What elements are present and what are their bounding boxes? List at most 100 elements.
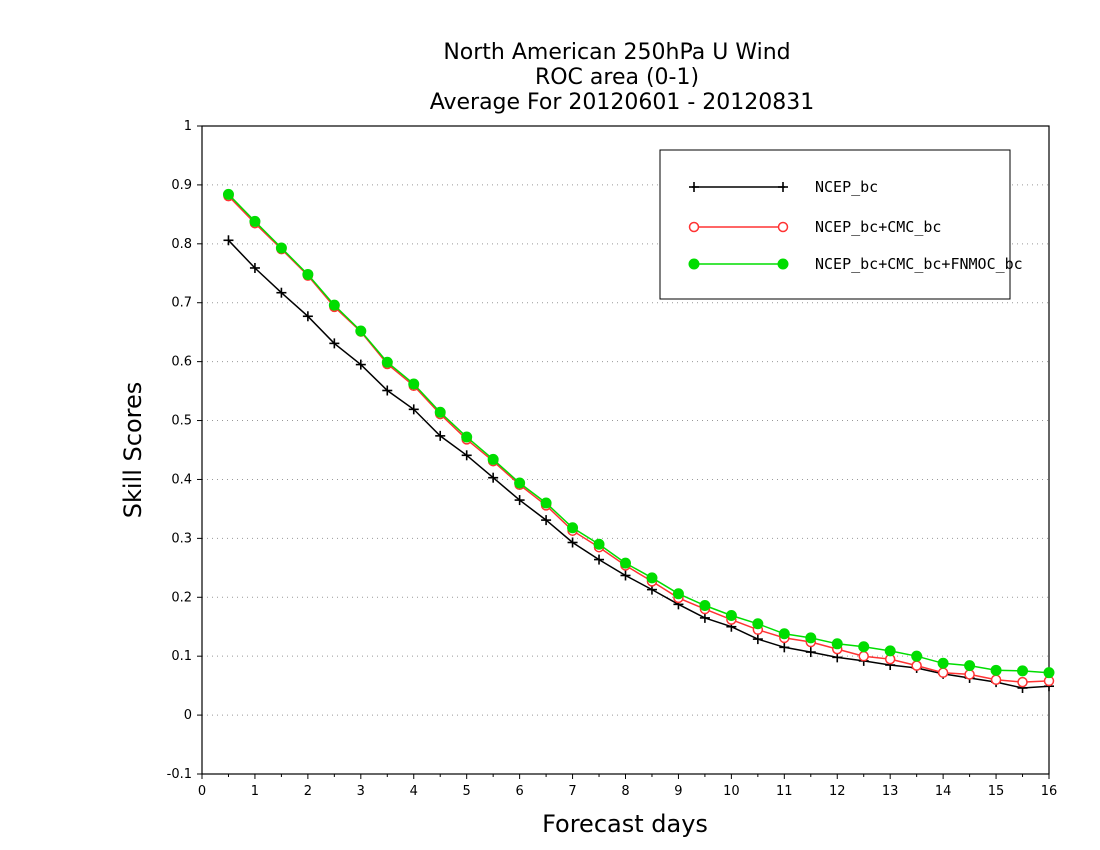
x-tick-label: 9 [674, 784, 682, 799]
data-point [355, 359, 366, 370]
x-tick-label: 11 [776, 784, 793, 799]
legend-entries: NCEP_bc NCEP_bc+CMC_bc NCEP_bc+CMC_bc+FNMO… [688, 178, 1023, 273]
data-point [964, 669, 975, 680]
data-point [646, 572, 658, 584]
data-point [990, 664, 1002, 676]
data-point [488, 472, 499, 483]
y-tick-label: 0.7 [171, 296, 192, 311]
y-tick-label: -0.1 [167, 767, 192, 782]
x-tick-label: 0 [198, 784, 206, 799]
data-point [329, 338, 340, 349]
series-0 [223, 235, 1054, 693]
data-point [964, 660, 976, 672]
data-point [1017, 676, 1028, 688]
data-point [937, 657, 949, 669]
data-point [514, 477, 526, 489]
data-point [275, 242, 287, 254]
legend-marker [778, 182, 788, 192]
title-line-2: ROC area (0-1) [535, 65, 699, 90]
series-line [227, 239, 1050, 689]
data-point [593, 538, 605, 550]
x-tick-label: 3 [357, 784, 365, 799]
x-tick-label: 5 [463, 784, 471, 799]
title-line-1: North American 250hPa U Wind [443, 40, 790, 65]
data-point [434, 406, 446, 418]
data-point [540, 497, 552, 509]
chart-title: North American 250hPa U Wind ROC area (0… [430, 40, 815, 115]
x-tick-label: 2 [304, 784, 312, 799]
data-point [408, 404, 419, 415]
x-tick-label: 1 [251, 784, 259, 799]
data-point [752, 634, 763, 645]
x-tick-label: 4 [410, 784, 418, 799]
legend-box [659, 149, 1011, 300]
data-point [937, 667, 949, 678]
data-point [699, 600, 711, 612]
data-point [355, 325, 367, 337]
x-tick-label: 15 [988, 784, 1005, 799]
data-point [778, 628, 790, 640]
data-point [1043, 667, 1055, 679]
y-tick-label: 0.4 [171, 472, 192, 487]
y-tick-label: 1 [184, 119, 192, 134]
data-point [567, 537, 578, 548]
legend-entry: NCEP_bc+CMC_bc+FNMOC_bc [688, 255, 1023, 273]
y-tick-label: 0.5 [171, 414, 192, 429]
x-tick-label: 14 [935, 784, 952, 799]
data-point [302, 311, 313, 322]
data-point [222, 188, 234, 200]
data-point [249, 262, 260, 273]
data-point [461, 450, 472, 461]
data-point [911, 660, 922, 671]
x-tick-label: 8 [621, 784, 629, 799]
y-tick-label: 0.3 [171, 531, 192, 546]
legend-label: NCEP_bc+CMC_bc+FNMOC_bc [815, 255, 1023, 273]
data-point [752, 618, 764, 630]
x-tick-label: 6 [515, 784, 523, 799]
data-point [884, 645, 896, 657]
data-point [672, 588, 684, 600]
legend: NCEP_bc NCEP_bc+CMC_bc NCEP_bc+CMC_bc+FNMO… [659, 149, 1023, 300]
data-point [435, 430, 446, 441]
y-tick-label: 0.6 [171, 355, 192, 370]
data-point [620, 557, 631, 569]
y-axis-label: Skill Scores [119, 382, 147, 519]
data-point [223, 235, 234, 246]
data-point [858, 650, 869, 662]
y-axis-ticks: -0.1 0 0.1 0.2 0.3 0.4 0.5 0.6 0.7 0.8 0.9 1 [167, 119, 202, 782]
data-point [567, 522, 579, 534]
data-point [1017, 665, 1029, 677]
legend-label: NCEP_bc [815, 178, 878, 196]
y-tick-label: 0.9 [171, 178, 192, 193]
x-tick-label: 16 [1041, 784, 1058, 799]
y-tick-label: 0.8 [171, 237, 192, 252]
data-point [381, 356, 393, 368]
x-tick-label: 12 [829, 784, 846, 799]
data-point [461, 431, 473, 443]
data-point [487, 453, 499, 465]
data-point [911, 650, 923, 662]
x-axis-label: Forecast days [542, 810, 708, 838]
y-tick-label: 0.1 [171, 649, 192, 664]
legend-marker [688, 258, 700, 270]
data-point [725, 610, 737, 622]
series-2 [222, 188, 1055, 679]
data-point [699, 612, 710, 623]
data-point [805, 632, 817, 644]
x-tick-label: 10 [723, 784, 740, 799]
data-point [805, 647, 816, 658]
data-point [382, 385, 393, 396]
data-point [831, 638, 843, 650]
data-point [594, 554, 605, 565]
data-point [514, 495, 525, 506]
data-point [408, 378, 420, 390]
data-point [249, 215, 261, 227]
x-tick-label: 13 [882, 784, 899, 799]
legend-marker [688, 221, 700, 233]
legend-entry: NCEP_bc [689, 178, 878, 196]
series [222, 188, 1055, 693]
data-point [276, 287, 287, 298]
x-axis-ticks: 0 1 2 3 4 5 6 7 8 9 10 11 12 13 14 15 16 [198, 774, 1057, 799]
y-tick-label: 0.2 [171, 590, 192, 605]
